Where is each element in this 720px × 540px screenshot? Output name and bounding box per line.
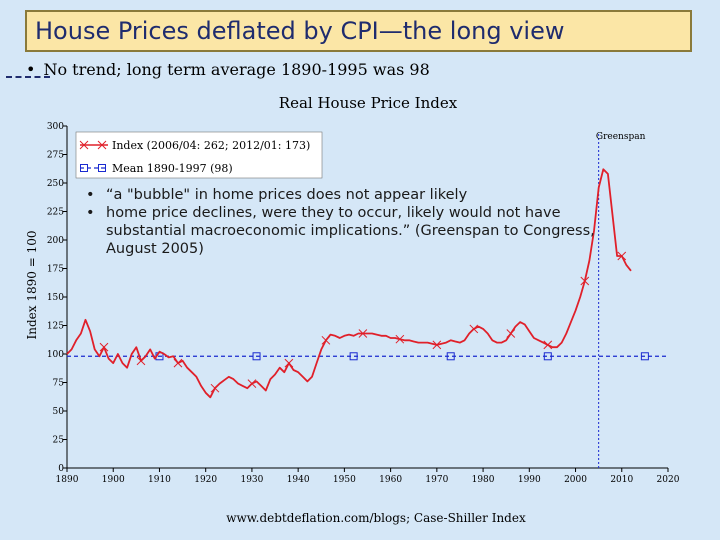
marker-stroke xyxy=(432,340,442,350)
quote-bullet: • home price declines, were they to occur… xyxy=(86,204,606,258)
mean-marker xyxy=(446,352,455,361)
y-tick-label: 175 xyxy=(47,265,64,275)
y-tick-label: 225 xyxy=(47,208,64,218)
index-marker xyxy=(469,324,479,334)
index-marker xyxy=(432,340,442,350)
legend-mean-marker xyxy=(98,164,106,172)
marker-stroke xyxy=(506,329,516,338)
bullet-glyph: • xyxy=(86,205,95,221)
x-tick-label: 1980 xyxy=(472,475,495,485)
legend-mean-label: Mean 1890-1997 (98) xyxy=(112,162,233,175)
y-tick-label: 100 xyxy=(47,350,64,360)
index-line xyxy=(66,168,632,399)
marker-stroke xyxy=(358,329,368,338)
mean-marker xyxy=(349,352,358,361)
marker-stroke xyxy=(321,335,331,345)
marker-stroke xyxy=(136,356,146,366)
x-tick-label: 1900 xyxy=(102,475,125,485)
y-tick-label: 125 xyxy=(47,322,64,332)
index-marker xyxy=(173,358,183,368)
y-axis-label: Index 1890 = 100 xyxy=(25,231,39,340)
x-tick-label: 1920 xyxy=(194,475,217,485)
index-marker xyxy=(358,329,368,338)
x-tick-label: 1940 xyxy=(287,475,310,485)
index-marker xyxy=(506,329,516,338)
marker-stroke xyxy=(173,358,183,368)
bullet-text: No trend; long term average 1890-1995 wa… xyxy=(43,60,430,79)
index-marker xyxy=(617,251,627,261)
greenspan-annotation: Greenspan xyxy=(596,132,646,142)
chart: Real House Price Index Index 1890 = 100 … xyxy=(25,94,680,525)
slide-title: House Prices deflated by CPI—the long vi… xyxy=(35,17,565,45)
index-marker xyxy=(284,358,294,368)
quote-line-1: “a "bubble" in home prices does not appe… xyxy=(106,187,468,203)
x-tick-label: 2000 xyxy=(564,475,587,485)
index-marker xyxy=(247,379,257,388)
marker-stroke xyxy=(580,276,590,286)
quote-line-2: home price declines, were they to occur,… xyxy=(106,205,595,257)
y-tick-label: 275 xyxy=(47,151,64,161)
y-tick-label: 0 xyxy=(58,464,64,474)
legend-index-marker xyxy=(79,140,89,150)
series-layer xyxy=(66,168,668,399)
greenspan-quote: • “a "bubble" in home prices does not app… xyxy=(86,186,606,258)
mean-marker xyxy=(252,352,261,361)
x-tick-label: 1960 xyxy=(379,475,402,485)
marker-stroke xyxy=(210,383,220,393)
dash-mark xyxy=(6,76,50,80)
x-tick-label: 1970 xyxy=(425,475,448,485)
title-box: House Prices deflated by CPI—the long vi… xyxy=(25,10,692,52)
y-tick-label: 75 xyxy=(53,379,65,389)
x-tick-label: 1930 xyxy=(240,475,263,485)
x-tick-label: 1890 xyxy=(56,475,79,485)
legend-box xyxy=(75,131,323,179)
legend-mean-marker xyxy=(80,164,88,172)
y-tick-label: 150 xyxy=(47,293,64,303)
chart-legend: Index (2006/04: 262; 2012/01: 173) Mean 1… xyxy=(75,131,323,179)
marker-stroke xyxy=(99,342,109,352)
y-tick-label: 200 xyxy=(47,236,64,246)
x-tick-label: 2020 xyxy=(657,475,680,485)
marker-stroke xyxy=(617,251,627,261)
index-marker xyxy=(99,342,109,352)
x-tick-label: 1910 xyxy=(148,475,171,485)
axes-group: 0 25 50 75 100 125 150 175 200 225 250 275 300 1890 19… xyxy=(47,122,680,485)
legend-index-marker xyxy=(97,140,107,150)
x-tick-label: 1950 xyxy=(333,475,356,485)
index-marker xyxy=(321,335,331,345)
y-tick-label: 250 xyxy=(47,179,64,189)
index-marker xyxy=(580,276,590,286)
bullet-line: • No trend; long term average 1890-1995 w… xyxy=(26,60,430,79)
y-tick-label: 300 xyxy=(47,122,64,132)
quote-bullet: • “a "bubble" in home prices does not app… xyxy=(86,186,606,204)
marker-stroke xyxy=(284,358,294,368)
marker-stroke xyxy=(543,340,553,350)
marker-stroke xyxy=(469,324,479,334)
bullet-glyph: • xyxy=(26,60,36,79)
x-tick-label: 1990 xyxy=(518,475,541,485)
index-marker xyxy=(136,356,146,366)
legend-index-label: Index (2006/04: 262; 2012/01: 173) xyxy=(112,139,310,152)
mean-marker xyxy=(640,352,649,361)
x-tick-label: 2010 xyxy=(610,475,633,485)
index-marker xyxy=(395,334,405,344)
y-tick-label: 25 xyxy=(53,436,65,446)
chart-title: Real House Price Index xyxy=(279,94,458,112)
marker-stroke xyxy=(247,379,257,388)
chart-source: www.debtdeflation.com/blogs; Case-Shille… xyxy=(226,511,526,525)
marker-stroke xyxy=(395,334,405,344)
bullet-glyph: • xyxy=(86,187,95,203)
index-marker xyxy=(543,340,553,350)
mean-marker xyxy=(543,352,552,361)
index-marker xyxy=(210,383,220,393)
y-tick-label: 50 xyxy=(53,407,65,417)
